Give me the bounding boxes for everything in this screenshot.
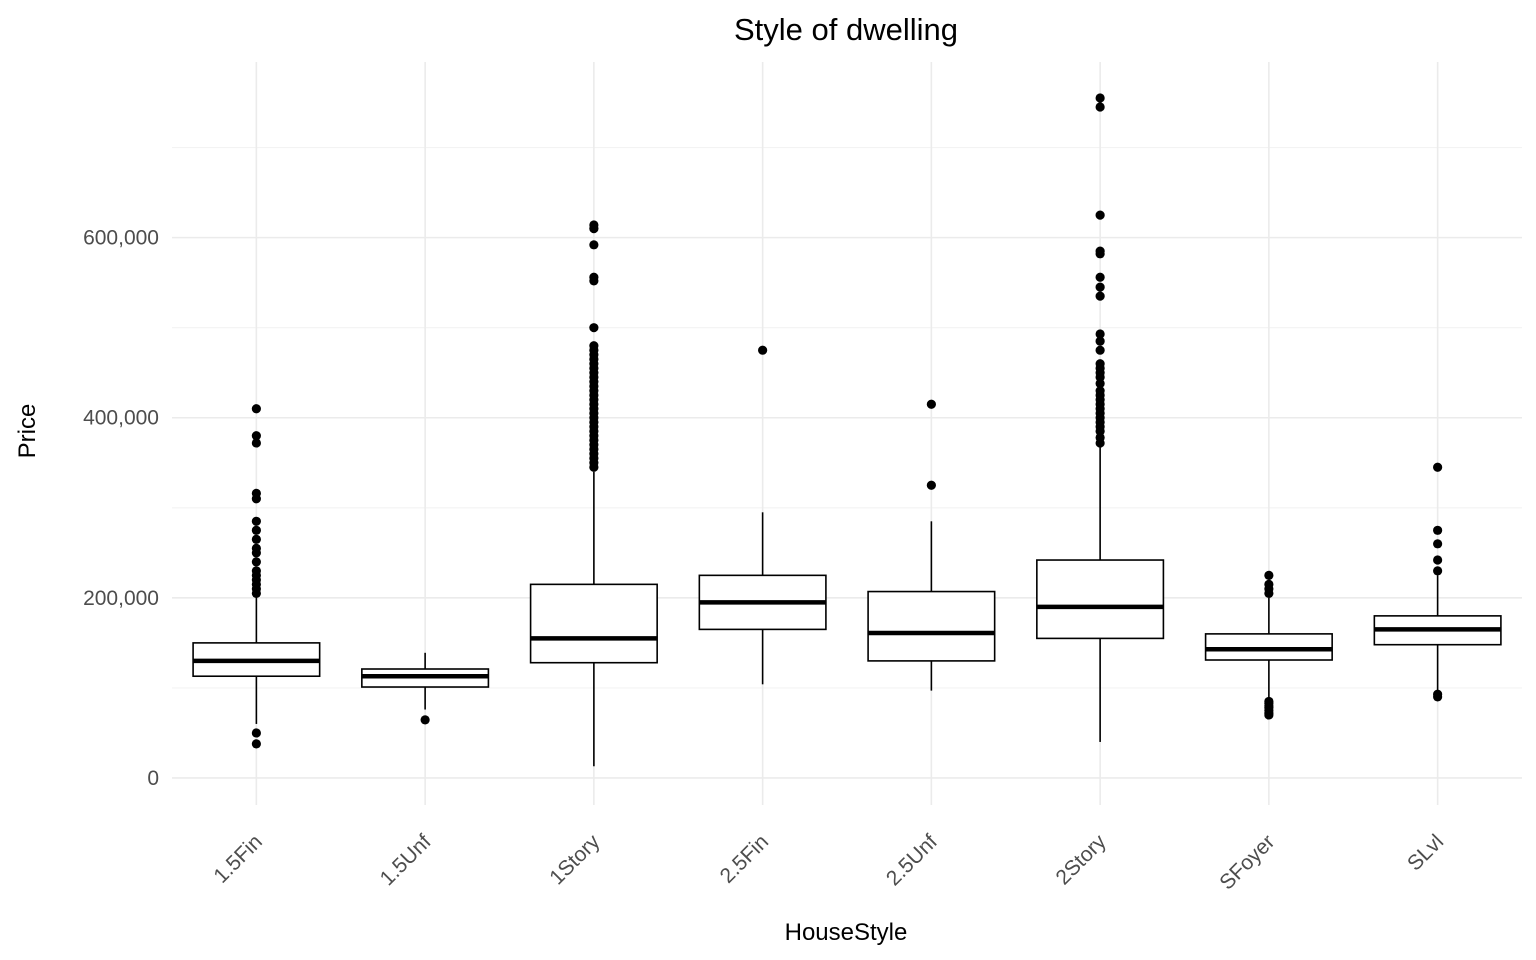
x-tick-label: 2.5Unf bbox=[882, 830, 942, 890]
outlier-point bbox=[1095, 272, 1105, 282]
chart-title: Style of dwelling bbox=[734, 12, 958, 47]
outlier-point bbox=[1095, 210, 1105, 220]
iqr-box bbox=[867, 590, 996, 662]
grid bbox=[172, 62, 1522, 805]
outlier-point bbox=[589, 341, 599, 351]
outlier-point bbox=[589, 240, 599, 250]
outlier-point bbox=[251, 566, 261, 576]
outlier-point bbox=[1433, 539, 1443, 549]
outlier-point bbox=[1095, 102, 1105, 112]
y-tick-label: 400,000 bbox=[83, 407, 159, 430]
outlier-point bbox=[589, 220, 599, 230]
iqr-box bbox=[529, 583, 658, 664]
outlier-point bbox=[1095, 93, 1105, 103]
outlier-point bbox=[251, 534, 261, 544]
y-tick-label: 600,000 bbox=[83, 227, 159, 250]
outlier-point bbox=[926, 480, 936, 490]
outlier-point bbox=[1095, 246, 1105, 256]
outlier-point bbox=[1264, 579, 1274, 589]
iqr-box bbox=[1036, 559, 1165, 640]
outlier-point bbox=[1095, 432, 1105, 443]
outlier-point bbox=[251, 543, 261, 553]
outlier-point bbox=[251, 525, 261, 535]
outlier-point bbox=[251, 438, 261, 448]
x-tick-label: SLvl bbox=[1403, 830, 1448, 875]
outlier-point bbox=[1433, 555, 1443, 565]
iqr-box bbox=[1204, 633, 1333, 661]
outlier-point bbox=[589, 272, 599, 282]
outlier-point bbox=[251, 516, 261, 526]
y-axis-tick-labels: 0 200,000 400,000 600,000 bbox=[83, 227, 159, 790]
outlier-point bbox=[1095, 359, 1105, 369]
outlier-point bbox=[1095, 291, 1105, 301]
x-tick-label: 2Story bbox=[1051, 830, 1111, 890]
outlier-point bbox=[251, 404, 261, 414]
outlier-point bbox=[1095, 345, 1105, 355]
outlier-point bbox=[1433, 689, 1443, 699]
outlier-point bbox=[251, 488, 261, 498]
outlier-point bbox=[1264, 696, 1274, 707]
box-SLvl bbox=[1373, 462, 1502, 702]
box-2.5Fin bbox=[698, 345, 827, 685]
outlier-point bbox=[1095, 386, 1105, 396]
outlier-point bbox=[1433, 525, 1443, 535]
outlier-point bbox=[1095, 336, 1105, 346]
box-1.5Unf bbox=[361, 652, 490, 725]
x-tick-label: SFoyer bbox=[1215, 830, 1279, 894]
plot-area bbox=[192, 93, 1502, 767]
outlier-point bbox=[1095, 329, 1105, 339]
outlier-point bbox=[251, 431, 261, 441]
y-tick-label: 0 bbox=[147, 767, 159, 790]
x-tick-label: 1.5Unf bbox=[376, 830, 436, 890]
x-axis-tick-labels: 1.5Fin 1.5Unf 1Story 2.5Fin 2.5Unf 2Story SFoy… bbox=[209, 830, 1448, 894]
outlier-point bbox=[1264, 570, 1274, 580]
outlier-point bbox=[1095, 378, 1105, 389]
box-SFoyer bbox=[1204, 570, 1333, 720]
x-tick-label: 2.5Fin bbox=[716, 830, 774, 888]
outlier-point bbox=[1433, 566, 1443, 576]
outlier-point bbox=[926, 399, 936, 409]
outlier-point bbox=[589, 323, 599, 333]
outlier-point bbox=[758, 345, 768, 355]
box-1.5Fin bbox=[192, 404, 321, 749]
outlier-point bbox=[1095, 282, 1105, 292]
outlier-point bbox=[251, 557, 261, 567]
x-tick-label: 1.5Fin bbox=[209, 830, 267, 888]
outlier-point bbox=[251, 739, 261, 749]
box-2.5Unf bbox=[867, 399, 996, 691]
outlier-point bbox=[251, 728, 261, 738]
x-axis-title: HouseStyle bbox=[785, 919, 908, 946]
x-tick-label: 1Story bbox=[545, 830, 605, 890]
y-tick-label: 200,000 bbox=[83, 587, 159, 610]
box-2Story bbox=[1036, 93, 1165, 742]
outlier-point bbox=[1433, 462, 1443, 472]
outlier-point bbox=[420, 715, 430, 725]
box-1Story bbox=[529, 220, 658, 767]
y-axis-title: Price bbox=[14, 404, 41, 459]
